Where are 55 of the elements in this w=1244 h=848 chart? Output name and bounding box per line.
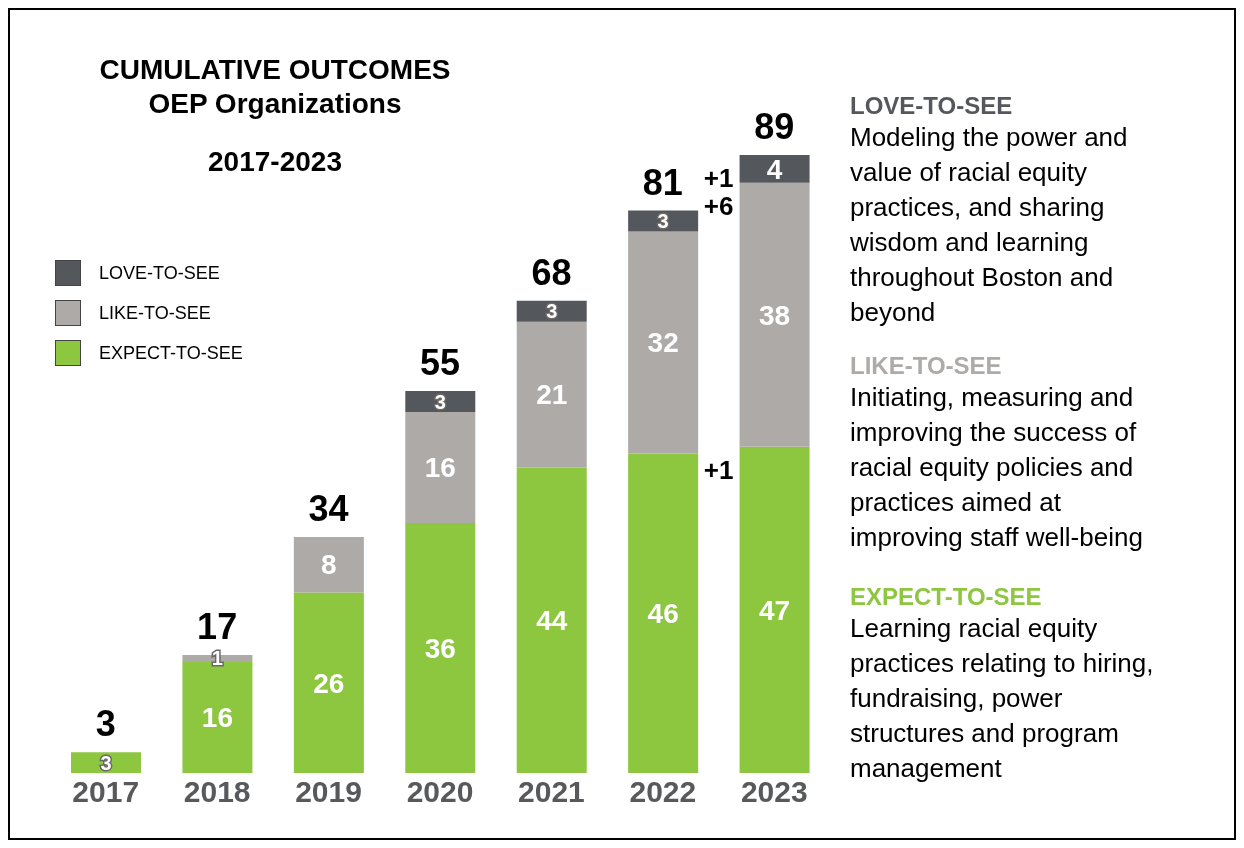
legend-label: LOVE-TO-SEE	[99, 262, 220, 284]
bar	[405, 411, 476, 524]
x-tick-label: 2023	[740, 775, 808, 809]
text: LIKE-TO-SEE	[850, 352, 1002, 379]
data-label: 3	[100, 751, 112, 774]
bar	[516, 467, 587, 773]
x-tick-label: 2019	[295, 775, 362, 809]
total-label: 55	[419, 342, 461, 384]
total-label: 81	[642, 161, 683, 203]
text: Initiating, measuring and improving the success of racial equity policies and practices aimed at improving staff well-being	[850, 381, 1144, 554]
bar	[405, 523, 476, 773]
data-label: 16	[201, 702, 234, 734]
x-tick-label: 2021	[518, 775, 585, 809]
data-label: 46	[647, 598, 679, 630]
x-tick-label: 2022	[629, 775, 697, 809]
data-label: 3	[546, 300, 558, 323]
total-label: 68	[531, 251, 572, 293]
data-label: 26	[313, 667, 345, 699]
x-tick-label: 2017	[72, 775, 140, 809]
data-label: 16	[424, 452, 456, 484]
total-label: 34	[308, 487, 349, 529]
bar	[628, 231, 699, 454]
annotation: +6	[703, 190, 734, 221]
text: LOVE-TO-SEE	[850, 92, 1013, 119]
bar	[293, 592, 364, 773]
bar	[293, 536, 364, 593]
text: Modeling the power and value of racial equity practices, and sharing wisdom and learning throughout Boston and beyond	[850, 121, 1129, 329]
data-label: 21	[536, 379, 568, 411]
legend-label: LIKE-TO-SEE	[99, 302, 211, 324]
data-label: 4	[766, 153, 783, 185]
annotation: +1	[703, 163, 734, 193]
annotation: +1	[703, 454, 734, 485]
chart-title: CUMULATIVE OUTCOMES	[98, 54, 452, 86]
text: EXPECT-TO-SEE	[850, 583, 1042, 610]
data-label: 32	[647, 327, 679, 359]
legend-label: EXPECT-TO-SEE	[99, 342, 243, 364]
data-label: 38	[758, 299, 791, 331]
bar	[739, 182, 810, 447]
x-tick-label: 2018	[183, 775, 251, 809]
data-label: 36	[424, 632, 456, 664]
data-label: 44	[536, 605, 568, 637]
text: Learning racial equity practices relating to hiring, fundraising, power structures and program management	[850, 612, 1155, 785]
data-label: 3	[657, 209, 669, 232]
bar	[739, 446, 810, 773]
total-label: 17	[197, 605, 238, 647]
data-label: 47	[758, 594, 791, 626]
total-label: 3	[95, 703, 116, 745]
bar	[516, 321, 587, 468]
data-label: 8	[321, 549, 337, 581]
x-tick-label: 2020	[406, 775, 474, 809]
chart-subtitle: OEP Organizations 2017-2023	[147, 88, 403, 178]
bar	[739, 155, 810, 183]
total-label: 89	[754, 106, 795, 147]
bar	[628, 453, 699, 773]
data-label: 3	[434, 390, 446, 413]
